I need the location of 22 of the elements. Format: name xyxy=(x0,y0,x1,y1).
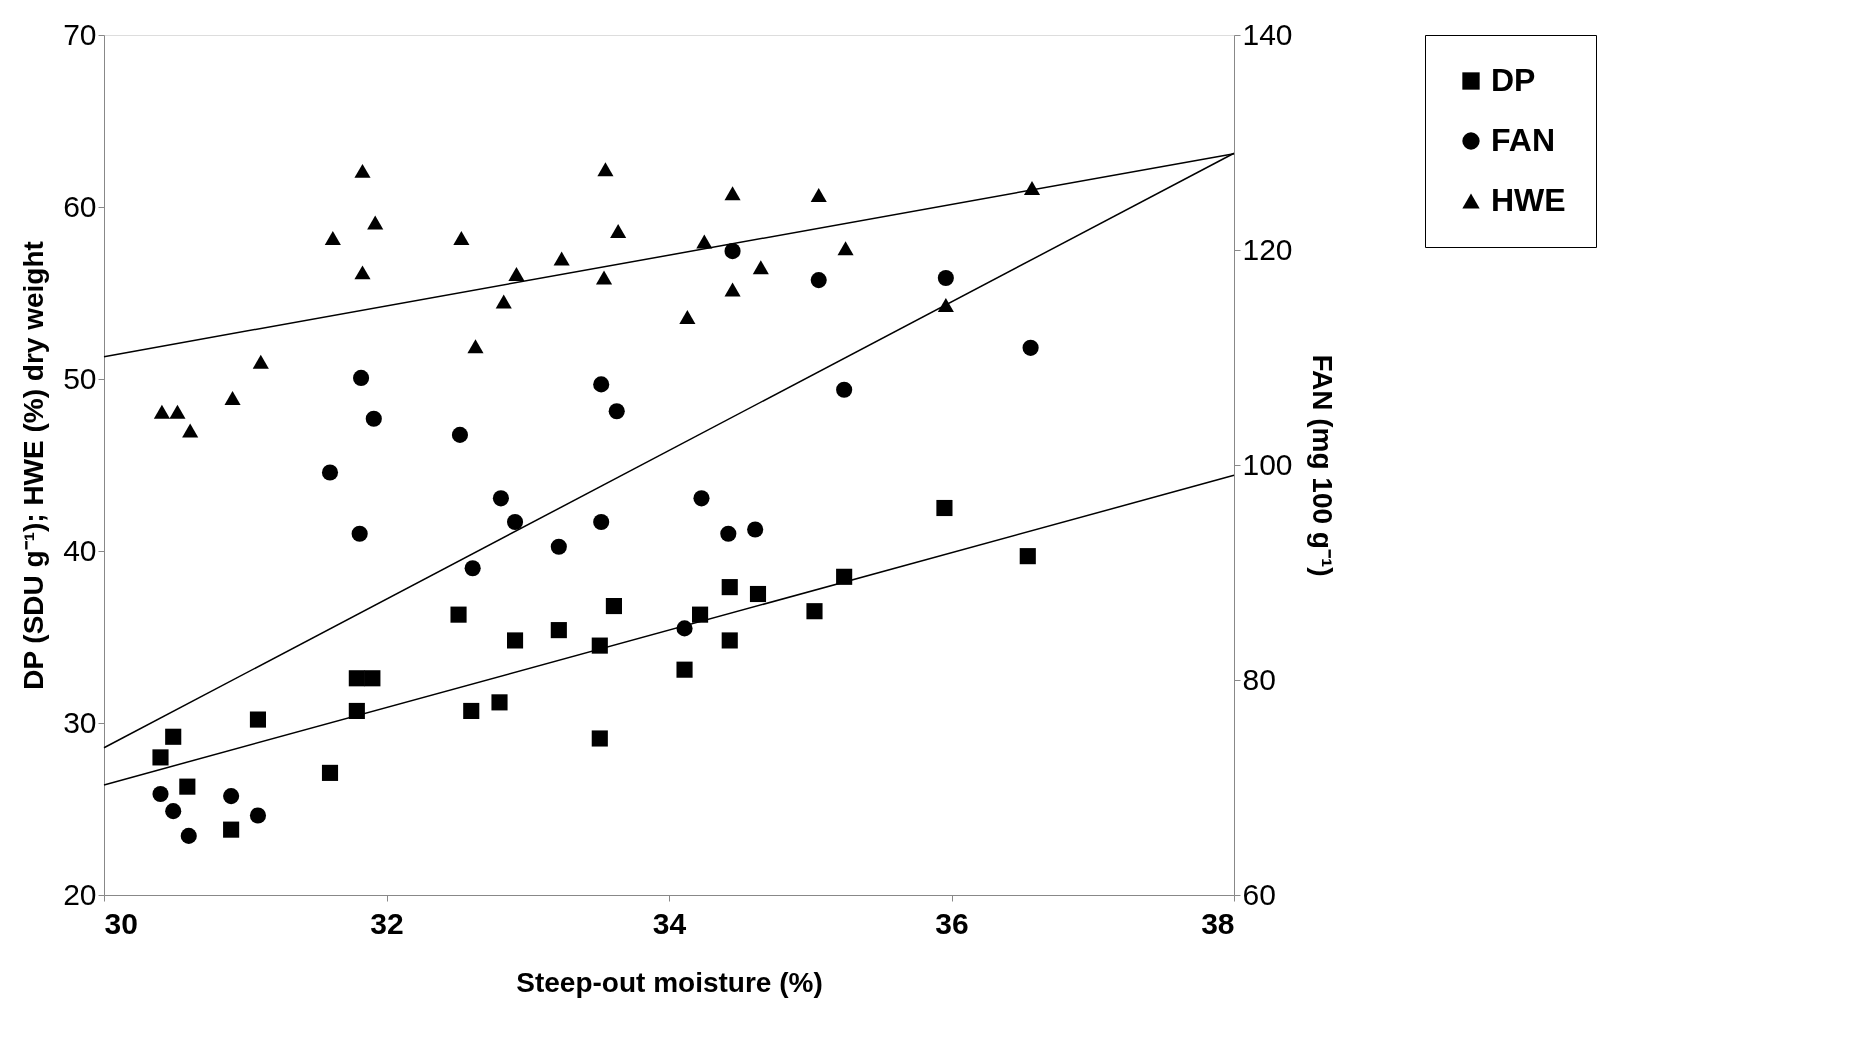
x-tick-label: 30 xyxy=(104,906,138,940)
y-tick-label: 30 xyxy=(63,705,97,739)
legend-label: DP xyxy=(1491,62,1536,98)
y2-tick-label: 120 xyxy=(1242,232,1293,266)
x-tick-label: 38 xyxy=(1201,906,1235,940)
x-tick-label: 32 xyxy=(370,906,404,940)
x-axis-title: Steep-out moisture (%) xyxy=(516,966,823,998)
y2-tick-label: 100 xyxy=(1242,447,1293,481)
y-tick-label: 40 xyxy=(63,533,97,567)
y-tick-label: 50 xyxy=(63,361,97,395)
y-tick-label: 70 xyxy=(63,17,97,51)
y2-tick-label: 140 xyxy=(1242,17,1293,51)
x-tick-label: 36 xyxy=(935,906,969,940)
legend-label: FAN xyxy=(1491,122,1555,158)
y-tick-label: 60 xyxy=(63,189,97,223)
y2-axis-title: FAN (mg 100 g⁻¹) xyxy=(1306,354,1338,577)
y2-tick-label: 80 xyxy=(1242,662,1276,696)
legend-label: HWE xyxy=(1491,182,1566,218)
y-axis-title: DP (SDU g⁻¹); HWE (%) dry weight xyxy=(18,241,50,690)
y2-tick-label: 60 xyxy=(1242,877,1276,911)
x-tick-label: 34 xyxy=(652,906,687,940)
y-tick-label: 20 xyxy=(63,877,97,911)
